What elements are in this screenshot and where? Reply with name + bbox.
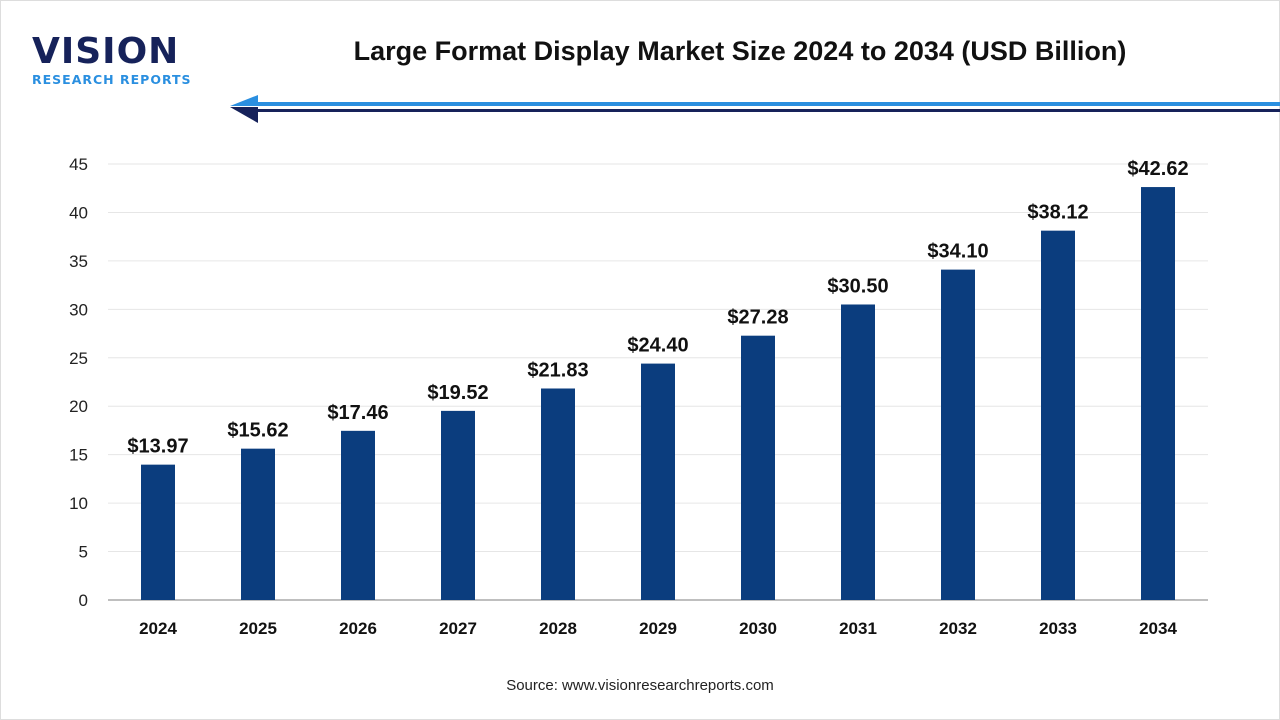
x-tick-label: 2026 xyxy=(339,619,377,638)
data-label: $38.12 xyxy=(1027,202,1088,224)
bar-2024 xyxy=(141,464,175,600)
y-tick-label: 35 xyxy=(69,252,88,271)
x-tick-label: 2029 xyxy=(639,619,677,638)
header-arrow xyxy=(230,95,1280,123)
y-tick-label: 30 xyxy=(69,300,88,319)
bar-2028 xyxy=(541,388,575,600)
data-label: $13.97 xyxy=(127,436,188,458)
data-label: $30.50 xyxy=(827,275,888,297)
data-label: $15.62 xyxy=(227,420,288,442)
source-note: Source: www.visionresearchreports.com xyxy=(506,677,774,694)
x-tick-label: 2033 xyxy=(1039,619,1077,638)
data-label: $27.28 xyxy=(727,307,788,329)
x-tick-label: 2032 xyxy=(939,619,977,638)
data-label: $17.46 xyxy=(327,402,388,424)
bar-2031 xyxy=(841,304,875,600)
data-label: $24.40 xyxy=(627,335,688,357)
y-tick-label: 25 xyxy=(69,349,88,368)
x-tick-label: 2027 xyxy=(439,619,477,638)
data-label: $42.62 xyxy=(1127,158,1188,180)
logo-main-text: VISION xyxy=(32,31,180,72)
x-tick-label: 2025 xyxy=(239,619,277,638)
bar-2034 xyxy=(1141,187,1175,600)
bar-2026 xyxy=(341,430,375,600)
y-tick-label: 10 xyxy=(69,494,88,513)
x-tick-label: 2024 xyxy=(139,619,177,638)
x-tick-label: 2034 xyxy=(1139,619,1177,638)
bar-2032 xyxy=(941,269,975,600)
bar-2030 xyxy=(741,335,775,600)
y-tick-label: 15 xyxy=(69,446,88,465)
chart-title: Large Format Display Market Size 2024 to… xyxy=(353,36,1127,66)
y-tick-label: 45 xyxy=(69,155,88,174)
y-tick-label: 40 xyxy=(69,203,88,222)
data-label: $34.10 xyxy=(927,241,988,263)
y-tick-label: 20 xyxy=(69,397,88,416)
y-tick-label: 5 xyxy=(79,543,88,562)
data-label: $21.83 xyxy=(527,359,588,381)
logo: VISION RESEARCH REPORTS xyxy=(32,31,192,88)
y-tick-label: 0 xyxy=(79,591,88,610)
x-tick-label: 2031 xyxy=(839,619,877,638)
bar-2027 xyxy=(441,410,475,600)
logo-sub-text: RESEARCH REPORTS xyxy=(32,72,192,87)
bar-2029 xyxy=(641,363,675,600)
x-tick-label: 2030 xyxy=(739,619,777,638)
bar-2025 xyxy=(241,448,275,600)
x-tick-label: 2028 xyxy=(539,619,577,638)
bar-2033 xyxy=(1041,230,1075,601)
data-label: $19.52 xyxy=(427,382,488,404)
